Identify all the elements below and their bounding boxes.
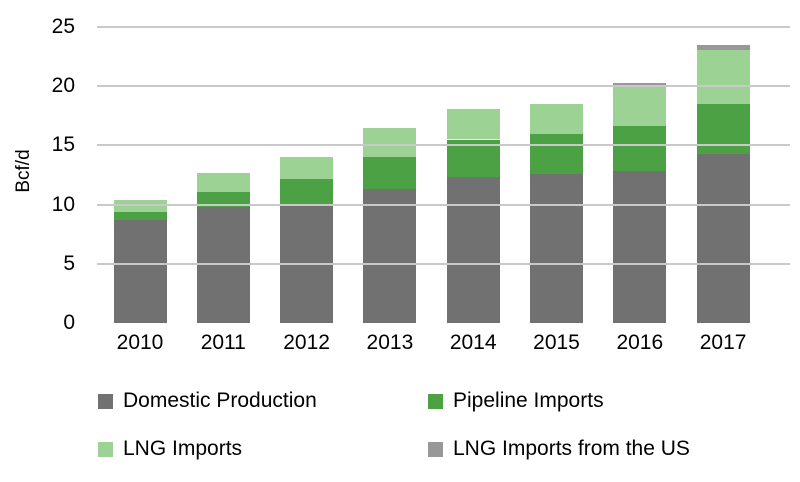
y-tick-label-5: 5 (63, 251, 75, 275)
bar-2012-segment-lng-imports (280, 157, 334, 179)
bar-2010-segment-domestic-production (113, 220, 167, 323)
legend-swatch-domestic-production (98, 393, 113, 409)
bar-2010-segment-lng-imports (113, 199, 167, 212)
y-tick-label-15: 15 (51, 133, 75, 157)
bar-2016-segment-lng-imports-from-the-us (613, 82, 667, 88)
bar-2010-segment-pipeline-imports (113, 211, 167, 220)
legend-item-pipeline-imports: Pipeline Imports (428, 389, 604, 413)
legend-swatch-pipeline-imports (428, 393, 443, 409)
bar-2014-segment-domestic-production (446, 177, 500, 323)
bar-2016-segment-lng-imports (613, 87, 667, 127)
x-tick-label-2013: 2013 (366, 331, 414, 354)
x-tick-label-2016: 2016 (616, 331, 664, 354)
x-tick-label-2010: 2010 (116, 331, 164, 354)
gridline-10 (97, 203, 790, 206)
gridline-5 (97, 262, 790, 265)
x-tick-label-2011: 2011 (200, 331, 246, 354)
x-tick-label-2014: 2014 (449, 331, 497, 354)
bar-2015-segment-domestic-production (530, 173, 583, 323)
legend-swatch-lng-imports-from-the-us (428, 441, 443, 457)
y-tick-label-0: 0 (63, 311, 75, 334)
bar-2013-segment-lng-imports (363, 127, 417, 158)
bar-2016-segment-domestic-production (613, 171, 667, 323)
bar-2017-segment-domestic-production (696, 153, 750, 323)
legend-label-domestic-production: Domestic Production (123, 389, 317, 412)
gridline-25 (97, 26, 790, 28)
x-tick-label-2015: 2015 (533, 331, 580, 354)
gridline-20 (97, 85, 790, 88)
plot-area (97, 26, 790, 323)
x-tick-label-2012: 2012 (283, 331, 330, 354)
bar-2011-segment-domestic-production (196, 206, 250, 323)
y-tick-label-20: 20 (51, 74, 75, 98)
legend-label-lng-imports-from-the-us: LNG Imports from the US (453, 437, 690, 460)
y-axis-title: Bcf/d (13, 149, 34, 193)
y-tick-label-25: 25 (51, 15, 75, 38)
bar-2016-segment-pipeline-imports (613, 126, 667, 172)
bar-2011-segment-pipeline-imports (196, 191, 250, 207)
bar-2017-segment-lng-imports-from-the-us (696, 44, 750, 50)
legend-item-lng-imports-from-the-us: LNG Imports from the US (428, 437, 690, 461)
legend-item-domestic-production: Domestic Production (98, 389, 317, 413)
legend-swatch-lng-imports (98, 441, 113, 457)
gridline-15 (97, 144, 790, 147)
bar-2017-segment-lng-imports (696, 49, 750, 104)
legend-label-pipeline-imports: Pipeline Imports (453, 389, 604, 412)
bar-2015-segment-lng-imports (530, 103, 583, 134)
y-tick-label-10: 10 (51, 192, 75, 216)
bar-2012-segment-pipeline-imports (280, 178, 334, 205)
bar-2013-segment-domestic-production (363, 189, 417, 323)
bar-2015-segment-pipeline-imports (530, 133, 583, 174)
x-tick-label-2017: 2017 (699, 331, 747, 354)
legend-item-lng-imports: LNG Imports (98, 437, 242, 461)
bar-2013-segment-pipeline-imports (363, 157, 417, 190)
legend-label-lng-imports: LNG Imports (123, 437, 243, 460)
bar-2011-segment-lng-imports (196, 172, 250, 192)
bar-2014-segment-lng-imports (446, 108, 500, 140)
